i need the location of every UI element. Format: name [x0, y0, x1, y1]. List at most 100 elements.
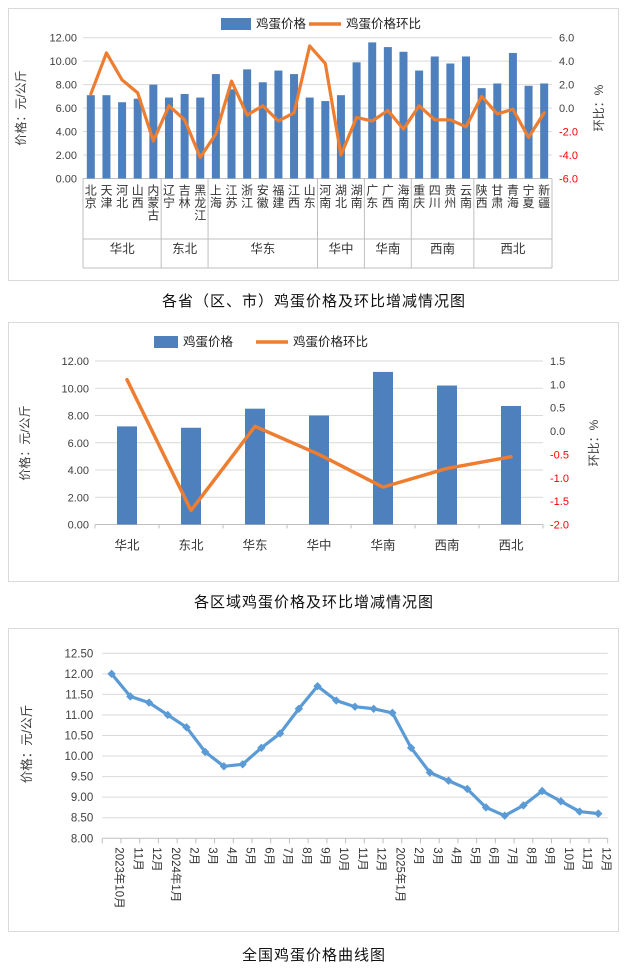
x-month-label: 9月	[319, 847, 331, 865]
y-right-tick-label: 0.5	[550, 403, 565, 415]
x-month-label: 4月	[450, 847, 462, 865]
national-curve-title: 全国鸡蛋价格曲线图	[241, 947, 386, 964]
province-label-char: 南	[319, 195, 331, 210]
region-group-label: 华中	[328, 241, 353, 256]
province-label-char: 蒙	[147, 196, 159, 210]
price-bar	[399, 51, 408, 179]
y-tick-label: 10.00	[64, 751, 93, 763]
region-chart-panel: 0.00 2.00 4.00 6.00 8.00 10.00 12.00 -2.0 -1.5 -1…	[8, 322, 619, 582]
y-axis-title: 价格：元/公斤	[19, 705, 34, 783]
data-point-marker	[313, 681, 322, 691]
x-month-label: 3月	[431, 847, 443, 865]
province-label-char: 青	[507, 184, 519, 198]
price-bar	[258, 82, 267, 179]
y-tick-label: 8.00	[71, 833, 93, 845]
province-label-char: 海	[507, 195, 519, 210]
province-label-char: 京	[85, 196, 97, 210]
province-label-char: 甘	[491, 184, 503, 198]
region-label: 华南	[370, 538, 395, 553]
province-label-char: 南	[460, 195, 472, 210]
y-right-axis-title: 环比：%	[587, 419, 601, 466]
province-label-char: 湖	[351, 183, 363, 198]
province-label-char: 庆	[413, 196, 425, 210]
region-group-label: 西北	[500, 242, 526, 256]
data-point-marker	[556, 797, 566, 806]
x-month-label: 12月	[150, 847, 162, 871]
price-bar	[227, 89, 236, 179]
price-bar	[524, 85, 533, 179]
x-month-label: 11月	[131, 847, 143, 870]
y-left-tick-label: 0.00	[56, 174, 77, 186]
x-month-label: 7月	[506, 847, 518, 865]
province-label-char: 龙	[194, 196, 206, 210]
price-bar	[368, 42, 377, 179]
region-group-label: 东北	[172, 242, 198, 256]
region-chart-title: 各区域鸡蛋价格及环比增减情况图	[193, 594, 434, 611]
x-month-label: 7月	[281, 847, 293, 865]
province-label-char: 安	[257, 183, 269, 198]
price-bar	[196, 97, 205, 179]
province-label-char: 西	[288, 196, 300, 210]
y-left-tick-label: 2.00	[68, 492, 89, 504]
price-bar	[373, 371, 393, 525]
y-right-tick-label: 1.0	[550, 379, 565, 391]
region-group-label: 华东	[250, 241, 275, 256]
y-right-tick-label: 6.0	[559, 33, 574, 45]
y-tick-label: 9.00	[71, 792, 93, 804]
y-right-tick-label: 0.0	[550, 426, 565, 438]
y-tick-label: 11.00	[65, 710, 93, 722]
y-right-tick-label: -2.0	[559, 127, 578, 139]
x-month-label: 6月	[487, 847, 499, 865]
province-label-char: 江	[194, 208, 206, 222]
price-bar	[245, 408, 265, 525]
region-group-label: 华南	[375, 241, 400, 256]
x-month-label: 12月	[375, 847, 387, 871]
price-bar	[493, 83, 502, 179]
y-left-tick-label: 10.00	[49, 56, 77, 68]
price-bar	[321, 101, 330, 179]
price-bar	[133, 98, 142, 179]
province-label-char: 江	[288, 184, 300, 198]
x-month-label: 6月	[262, 847, 274, 865]
x-month-label: 2025年1月	[393, 847, 407, 902]
province-label-char: 四	[429, 184, 441, 198]
y-left-tick-label: 0.00	[68, 520, 89, 532]
region-label: 西南	[434, 538, 459, 553]
x-month-label: 8月	[300, 847, 312, 865]
price-bar	[477, 88, 486, 179]
region-group-label: 西南	[430, 241, 455, 256]
province-label-char: 宁	[523, 183, 535, 198]
x-month-label: 8月	[524, 847, 536, 865]
price-bar	[415, 70, 424, 179]
y-left-tick-label: 12.00	[49, 33, 77, 45]
price-bar	[501, 405, 521, 525]
province-label-char: 辽	[163, 184, 175, 198]
x-month-label: 2月	[412, 847, 424, 865]
price-bar	[309, 415, 329, 525]
price-bar	[86, 95, 95, 179]
province-label-char: 南	[351, 195, 363, 210]
data-point-marker	[182, 723, 191, 732]
y-left-tick-label: 8.00	[56, 80, 77, 92]
province-label-char: 南	[397, 195, 409, 210]
y-left-tick-label: 4.00	[68, 465, 89, 477]
y-right-tick-label: -2.0	[550, 520, 569, 532]
y-right-tick-label: -0.5	[550, 449, 569, 461]
y-tick-label: 8.50	[71, 813, 93, 825]
national-curve-panel: 8.00 8.50 9.00 9.50 10.00 10.50 11.00 11.50 12.0…	[8, 628, 619, 932]
x-month-label: 10月	[337, 847, 349, 871]
x-month-label: 2024年1月	[169, 847, 183, 902]
province-label-char: 吉	[179, 184, 191, 198]
province-label-char: 苏	[226, 196, 238, 210]
province-label-char: 江	[226, 184, 238, 198]
province-label-char: 云	[460, 184, 472, 198]
x-month-label: 11月	[356, 847, 368, 870]
province-label-char: 新	[538, 183, 550, 198]
price-bar	[430, 56, 439, 179]
region-bar-line-chart: 0.00 2.00 4.00 6.00 8.00 10.00 12.00 -2.0 -1.5 -1…	[17, 334, 601, 553]
x-month-label: 5月	[468, 847, 480, 865]
legend-bar-label: 鸡蛋价格	[256, 16, 307, 31]
province-label-char: 海	[210, 195, 222, 210]
legend-line-label: 鸡蛋价格环比	[293, 334, 368, 349]
y-left-tick-label: 12.00	[61, 356, 89, 368]
